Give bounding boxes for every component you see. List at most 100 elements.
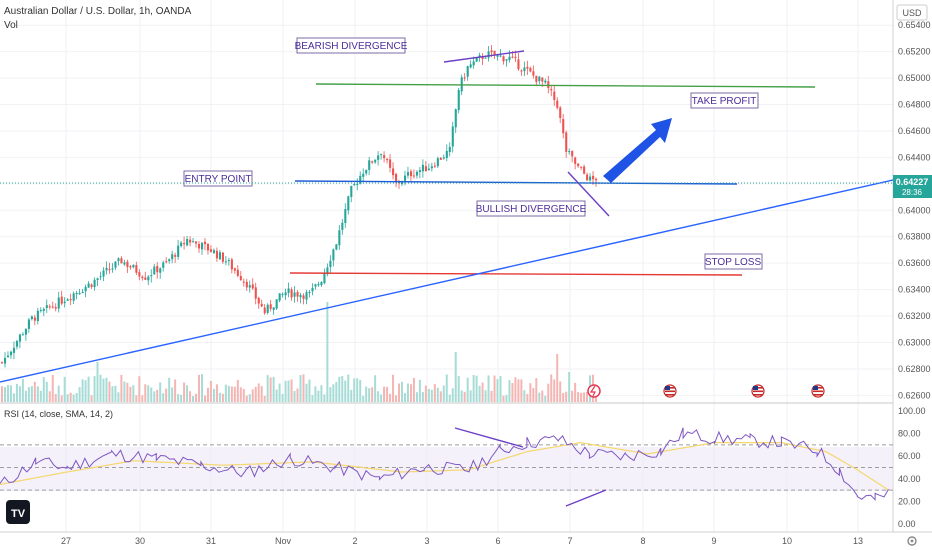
volume-bar: [186, 385, 189, 402]
volume-bar: [42, 377, 45, 402]
time-tick-label: 9: [711, 536, 716, 546]
volume-bar: [183, 382, 186, 402]
candle: [153, 263, 156, 275]
price-axis[interactable]: 0.65400 0.65200 0.65000 0.64800 0.64600 0.644…: [898, 20, 931, 400]
candle: [332, 248, 335, 267]
price-tick-label: 0.63200: [898, 311, 931, 321]
time-tick-label: 6: [495, 536, 500, 546]
volume-bar: [490, 390, 493, 402]
us-flag-icon[interactable]: [811, 384, 825, 398]
volume-bar: [469, 390, 472, 402]
label-stop-loss[interactable]: STOP LOSS: [704, 253, 763, 270]
us-flag-icon[interactable]: [751, 384, 765, 398]
time-tick-label: 10: [782, 536, 792, 546]
candle: [1, 361, 4, 365]
candle: [254, 282, 257, 305]
volume-bar: [45, 381, 48, 402]
volume-bar: [189, 391, 192, 402]
volume-bar: [508, 380, 511, 402]
candle: [589, 173, 592, 182]
candle: [427, 163, 430, 171]
bar-countdown: 28:36: [902, 188, 923, 197]
volume-bar: [96, 362, 99, 402]
candle: [39, 307, 42, 313]
volume-bar: [114, 385, 117, 402]
volume-bar: [511, 382, 514, 402]
candle: [547, 75, 550, 94]
candle: [12, 341, 16, 360]
volume-bar: [66, 394, 69, 402]
volume-bar: [317, 390, 320, 402]
candle: [48, 304, 51, 310]
volume-bar: [335, 381, 338, 402]
label-bearish-divergence[interactable]: BEARISH DIVERGENCE: [295, 37, 408, 54]
label-take-profit[interactable]: TAKE PROFIT: [690, 92, 759, 109]
rsi-legend: RSI (14, close, SMA, 14, 2): [4, 409, 113, 419]
time-axis[interactable]: 27 30 31 Nov 2 3 6 7 8 9 10 13: [61, 536, 863, 546]
volume-bar: [284, 380, 287, 402]
volume-bar: [174, 379, 177, 402]
candle: [203, 238, 207, 251]
volume-bar: [233, 386, 236, 402]
event-icons[interactable]: [587, 384, 825, 398]
label-bullish-divergence[interactable]: BULLISH DIVERGENCE: [476, 200, 587, 217]
candle: [293, 286, 296, 303]
volume-bar: [347, 374, 350, 402]
volume-bar: [129, 386, 132, 402]
volume-bar: [299, 375, 302, 402]
take-profit-arrow[interactable]: [603, 118, 672, 183]
volume-bar: [371, 387, 374, 402]
volume-bar: [296, 388, 299, 402]
volume-bar: [69, 392, 72, 402]
time-tick-label: Nov: [275, 536, 292, 546]
bullish-divergence-rsi-line[interactable]: [565, 489, 607, 507]
symbol-title: Australian Dollar / U.S. Dollar, 1h, OAN…: [4, 6, 192, 17]
bearish-divergence-rsi-line[interactable]: [454, 427, 524, 448]
tradingview-logo[interactable]: TV: [6, 500, 30, 524]
rsi-tick-label: 20.00: [898, 496, 921, 506]
volume-bar: [90, 395, 93, 402]
candlestick-series[interactable]: [1, 45, 598, 368]
us-flag-icon[interactable]: [663, 384, 677, 398]
volume-bar: [24, 390, 27, 402]
candle: [54, 303, 57, 312]
candle: [224, 255, 227, 266]
volume-bar: [406, 383, 409, 402]
candle: [162, 260, 165, 272]
take-profit-line[interactable]: [315, 83, 816, 88]
volume-bar: [496, 379, 499, 402]
rsi-pane[interactable]: [0, 427, 893, 501]
label-entry-point[interactable]: ENTRY POINT: [183, 170, 253, 187]
trend-line[interactable]: [0, 179, 894, 383]
settings-gear-icon[interactable]: [907, 536, 917, 546]
time-tick-label: 13: [853, 536, 863, 546]
bearish-divergence-price-line[interactable]: [443, 50, 525, 63]
volume-bar: [332, 384, 335, 402]
volume-bar: [141, 395, 144, 402]
candle: [93, 277, 96, 291]
volume-bar: [135, 395, 138, 402]
volume-bar: [547, 383, 550, 402]
volume-bar: [389, 393, 392, 402]
stop-loss-line[interactable]: [289, 272, 743, 276]
rsi-axis[interactable]: 100.00 80.00 60.00 40.00 20.00 0.00: [898, 406, 926, 529]
volume-bar: [272, 376, 275, 402]
candle: [502, 55, 505, 65]
volume-bar: [400, 381, 403, 402]
rsi-tick-label: 0.00: [898, 519, 916, 529]
volume-bar: [126, 382, 129, 402]
dividend-icon[interactable]: [587, 384, 601, 398]
currency-badge[interactable]: USD: [896, 4, 928, 21]
volume-bar: [239, 387, 242, 402]
candle: [296, 290, 299, 302]
price-tick-label: 0.64000: [898, 205, 931, 215]
time-tick-label: 30: [135, 536, 145, 546]
candle: [538, 76, 541, 85]
volume-bar: [192, 395, 195, 402]
candle: [60, 290, 63, 306]
bullish-divergence-price-line[interactable]: [567, 171, 610, 217]
candle: [141, 275, 144, 281]
candle: [583, 164, 586, 175]
volume-bar: [171, 387, 174, 402]
